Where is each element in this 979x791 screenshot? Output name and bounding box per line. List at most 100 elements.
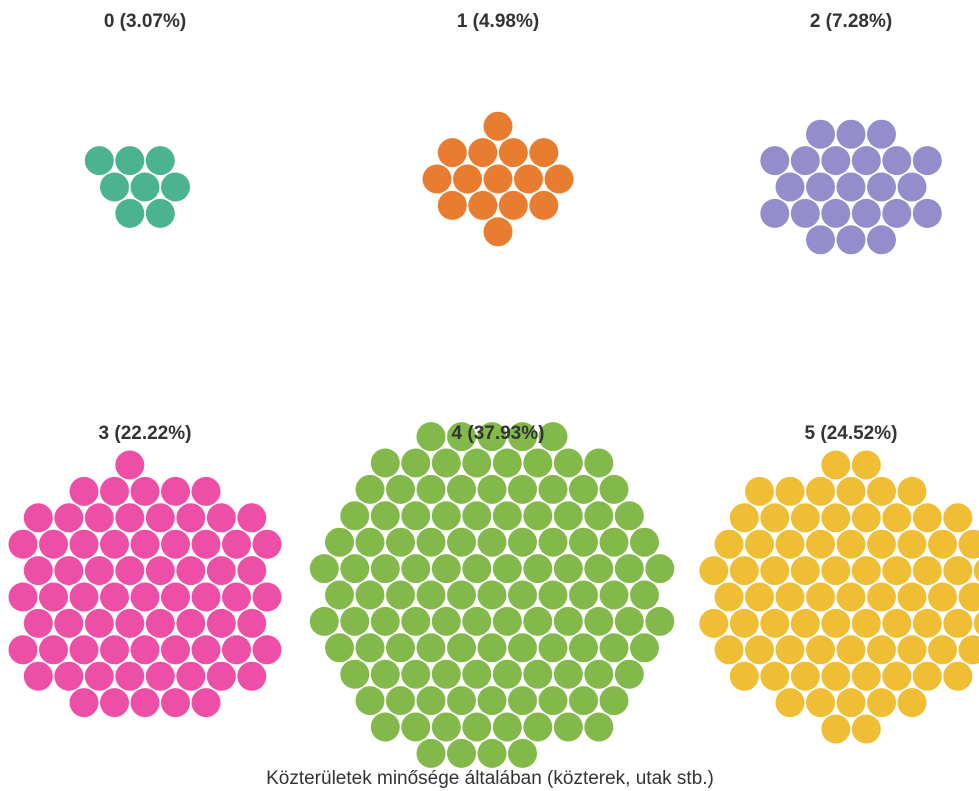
dot-group-3-6	[145, 608, 175, 638]
dot-group-5-55	[714, 582, 744, 612]
dot-group-4-57	[416, 474, 446, 504]
dot-group-4-101	[355, 474, 385, 504]
dot-group-2-2	[867, 172, 896, 202]
dot-group-4-103	[599, 474, 629, 504]
dot-group-3-25	[191, 529, 221, 559]
dot-group-4-70	[492, 448, 522, 478]
dot-group-0-7	[84, 146, 114, 176]
dot-group-5-46	[943, 608, 973, 638]
dot-group-0-1	[100, 172, 129, 202]
dot-group-3-28	[145, 503, 175, 533]
dot-group-4-7	[431, 554, 461, 584]
dot-group-5-48	[760, 661, 790, 691]
dot-group-5-37	[745, 529, 774, 559]
dot-group-3-32	[222, 582, 251, 612]
dot-group-3-68	[237, 661, 267, 691]
dot-group-4-100	[630, 633, 659, 663]
dot-group-4-69	[462, 448, 492, 478]
dot-group-1-11	[483, 111, 513, 141]
dot-group-5-69	[821, 450, 851, 480]
dot-group-3-29	[115, 661, 145, 691]
dot-group-4-13	[416, 580, 446, 610]
dot-group-4-2	[508, 580, 537, 610]
dot-group-1-2	[514, 164, 543, 194]
dot-group-4-106	[508, 422, 537, 452]
dot-group-5-58	[897, 476, 927, 506]
dot-group-3-2	[161, 582, 190, 612]
dot-group-4-90	[553, 712, 583, 742]
dot-group-2-1	[806, 172, 835, 202]
dot-group-3-44	[23, 608, 53, 638]
dot-group-3-67	[237, 503, 267, 533]
dot-group-4-82	[523, 448, 553, 478]
dot-group-4-92	[340, 659, 370, 689]
dot-group-5-51	[806, 476, 835, 506]
dot-group-3-59	[69, 688, 99, 718]
dot-group-4-79	[569, 474, 598, 504]
dot-group-4-31	[386, 580, 415, 610]
dot-group-3-61	[8, 529, 38, 559]
dot-group-3-24	[69, 635, 99, 665]
dot-group-5-39	[928, 529, 957, 559]
dot-group-4-99	[630, 527, 659, 557]
dot-group-4-43	[370, 554, 400, 584]
dot-group-3-4	[145, 556, 175, 586]
dot-group-5-11	[836, 529, 866, 559]
dot-group-4-115	[584, 448, 614, 478]
dot-group-2-13	[775, 172, 805, 202]
dot-group-4-89	[401, 712, 431, 742]
dot-group-3-26	[191, 635, 221, 665]
dot-group-5-0	[836, 582, 866, 612]
dot-group-2-14	[897, 172, 927, 202]
dot-group-4-59	[416, 686, 446, 716]
dot-group-4-28	[492, 501, 522, 531]
dot-group-3-39	[222, 529, 251, 559]
dot-group-2-12	[836, 225, 866, 255]
dot-group-4-16	[508, 527, 537, 557]
dot-group-3-45	[237, 556, 267, 586]
dot-group-3-40	[222, 635, 251, 665]
dot-group-3-9	[176, 556, 206, 586]
dot-group-3-23	[69, 529, 99, 559]
dot-group-4-84	[523, 712, 553, 742]
dot-group-5-61	[714, 529, 744, 559]
dot-group-4-25	[538, 527, 568, 557]
dot-group-2-3	[821, 146, 851, 176]
dot-group-4-5	[462, 606, 492, 636]
dot-group-4-49	[553, 501, 583, 531]
dot-group-4-64	[599, 633, 629, 663]
dot-group-3-58	[191, 476, 221, 506]
dot-group-5-52	[867, 476, 896, 506]
dot-group-4-61	[355, 527, 385, 557]
dot-group-3-53	[100, 688, 129, 718]
dot-group-5-42	[836, 688, 866, 718]
dot-group-4-85	[325, 580, 354, 610]
dot-group-4-53	[447, 686, 476, 716]
dot-group-5-71	[821, 714, 851, 744]
dot-group-4-98	[325, 633, 354, 663]
group-label-2: 2 (7.28%)	[810, 11, 892, 32]
dot-group-4-108	[508, 738, 537, 768]
dot-group-4-54	[508, 686, 537, 716]
dot-group-4-0	[477, 580, 507, 610]
dot-group-4-95	[477, 422, 507, 452]
dot-group-4-50	[553, 659, 583, 689]
group-label-4: 4 (37.93%)	[452, 423, 545, 444]
dot-group-4-75	[614, 554, 644, 584]
dot-group-4-30	[492, 659, 522, 689]
dot-group-5-62	[714, 635, 744, 665]
dot-group-4-22	[553, 606, 583, 636]
dot-group-3-10	[176, 608, 206, 638]
dot-group-5-3	[821, 556, 851, 586]
dot-group-3-62	[8, 635, 38, 665]
dot-group-5-76	[973, 612, 979, 635]
dot-group-5-72	[851, 714, 881, 744]
dot-group-5-32	[928, 582, 957, 612]
group-label-0: 0 (3.07%)	[104, 11, 186, 32]
dot-group-5-49	[912, 503, 942, 533]
dot-group-3-16	[161, 529, 190, 559]
dot-group-2-11	[836, 119, 866, 149]
dot-group-3-42	[130, 688, 160, 718]
dot-group-4-34	[523, 501, 553, 531]
dot-group-5-14	[897, 582, 927, 612]
